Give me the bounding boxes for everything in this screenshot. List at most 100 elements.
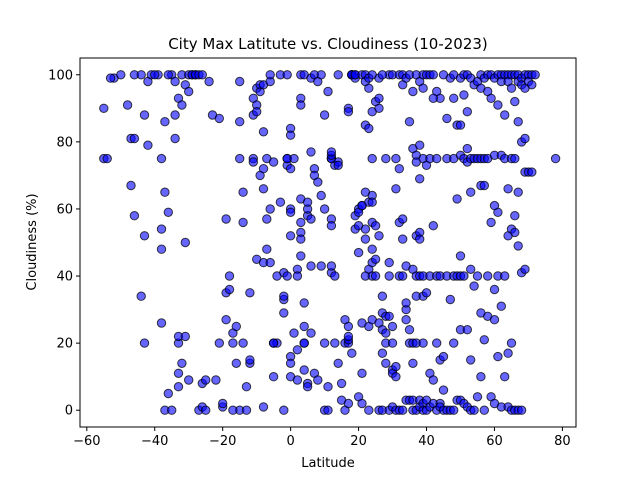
data-point [265,204,275,214]
y-axis-label: Cloudiness (%) [25,193,40,290]
data-point [459,271,469,281]
data-point [323,405,333,415]
data-point [177,100,187,110]
data-point [170,76,180,87]
data-point [218,398,228,409]
data-point [302,197,313,207]
data-point [367,153,377,164]
data-point [129,211,140,221]
data-point [394,164,404,174]
y-tick-label: 60 [56,202,73,217]
data-point [374,103,384,114]
data-point [428,93,438,104]
data-point [370,254,381,264]
data-point [241,382,252,392]
data-point [224,284,235,295]
data-point [479,180,489,191]
data-point [180,331,191,342]
data-point [455,251,466,261]
data-point [391,361,401,372]
data-point [398,405,408,415]
data-point [438,351,449,362]
data-point [449,93,459,104]
data-point [527,80,537,90]
data-point [319,204,330,214]
data-point [160,187,170,197]
data-point [367,244,377,254]
data-point [408,86,418,97]
data-point [279,405,289,415]
data-point [347,348,357,358]
data-point [156,153,167,164]
data-point [116,70,126,80]
y-axis: 0 20 40 60 80 100 [48,68,80,419]
data-point [136,291,146,301]
data-point [156,318,167,328]
data-point [445,294,455,305]
data-point [442,113,452,124]
data-point [241,405,252,415]
data-point [224,271,235,281]
data-point [510,227,520,238]
data-point [105,73,116,83]
data-point [428,70,438,80]
data-point [262,214,272,224]
data-point [184,86,194,97]
data-point [201,375,211,385]
data-point [520,264,530,274]
data-point [364,405,374,415]
data-point [323,382,333,392]
data-point [428,221,438,231]
data-point [268,157,279,167]
data-point [381,328,391,338]
data-point [489,200,500,211]
data-point [398,214,408,224]
data-point [326,261,337,271]
data-point [506,83,517,93]
data-point [235,76,245,87]
data-point [510,153,520,164]
data-point [262,244,272,254]
data-point [231,321,242,332]
data-point [360,224,371,234]
x-tick-label: −40 [141,434,168,449]
data-point [265,257,275,268]
data-point [367,197,377,207]
data-point [398,271,408,281]
data-point [102,153,112,164]
data-point [506,338,517,348]
data-point [228,405,238,415]
data-point [387,338,398,348]
data-point [299,298,309,308]
data-point [370,271,381,281]
data-point [139,338,150,348]
data-point [143,140,153,150]
data-point [459,90,469,100]
data-point [313,375,323,385]
data-point [306,261,316,271]
data-point [469,281,479,291]
data-point [530,70,540,80]
data-point [235,117,245,127]
data-point [285,231,296,241]
data-point [279,308,289,318]
data-point [486,93,496,104]
data-point [289,153,299,164]
data-point [377,348,388,358]
data-point [466,355,476,365]
data-point [302,382,313,392]
data-point [418,83,428,93]
data-point [180,237,191,248]
data-point [299,338,309,348]
data-point [513,117,523,127]
data-point [177,358,187,368]
data-point [415,140,425,150]
data-point [479,335,489,345]
y-tick-label: 0 [65,404,73,419]
data-point [313,177,323,187]
data-point [258,127,269,137]
data-point [306,214,316,224]
data-point [462,325,472,335]
data-point [204,76,214,87]
